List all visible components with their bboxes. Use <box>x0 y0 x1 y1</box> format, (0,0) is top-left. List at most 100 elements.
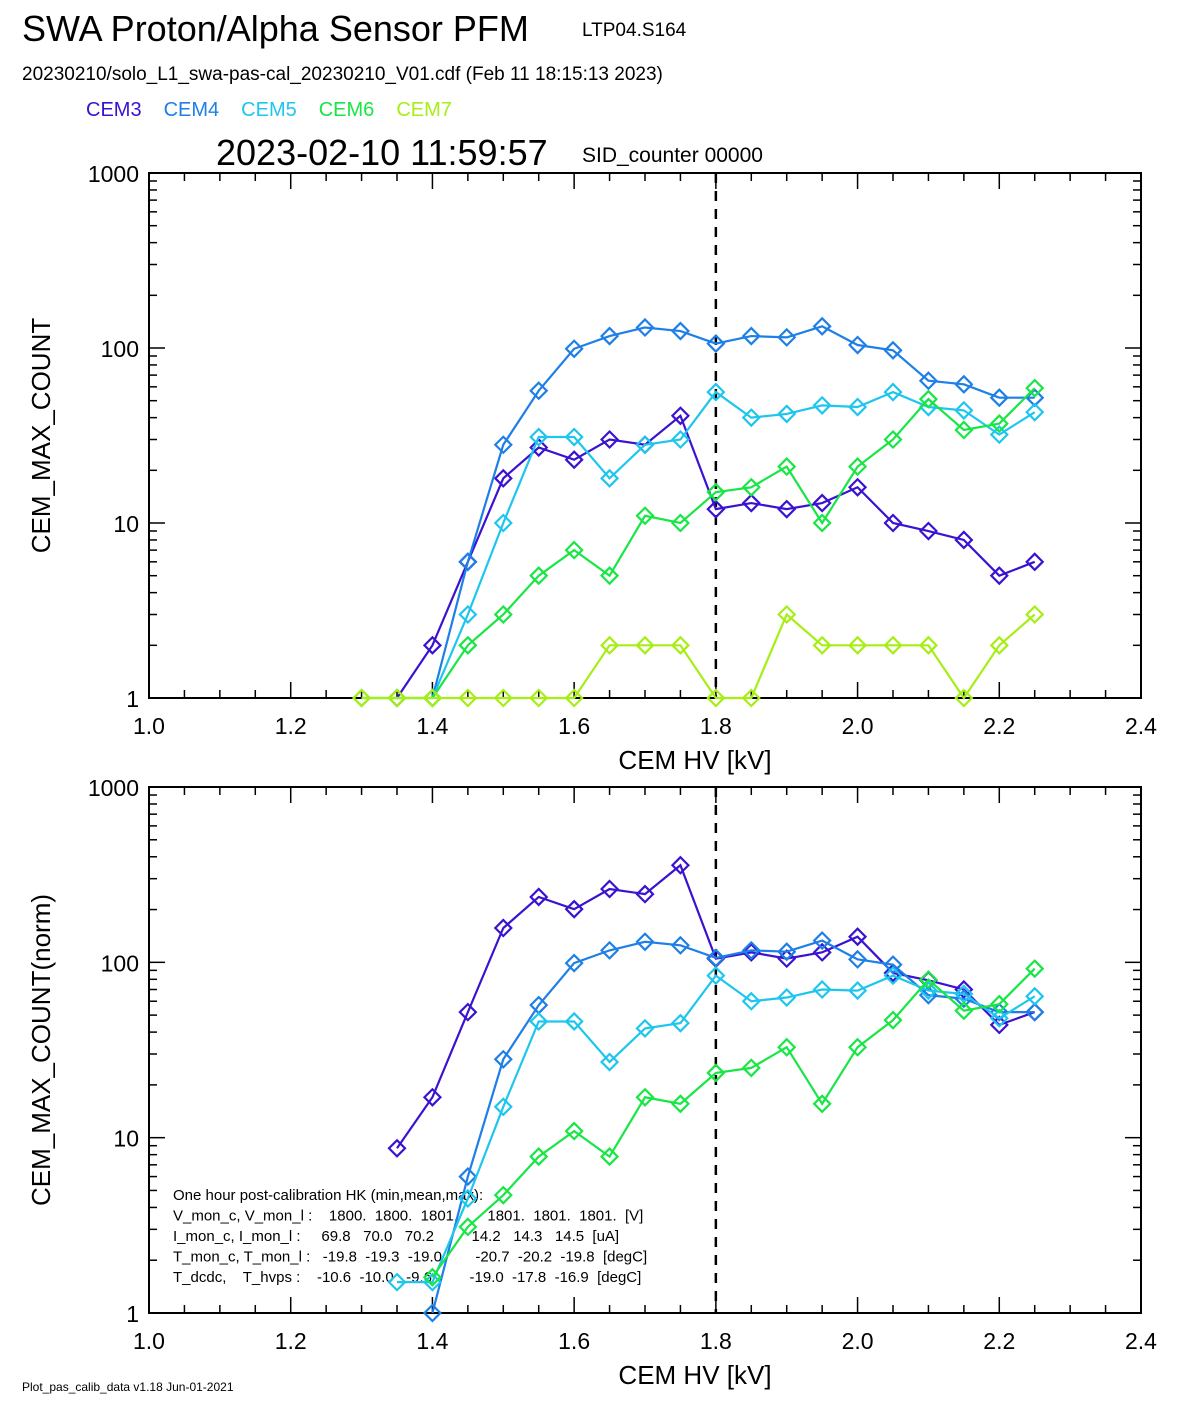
data-point-cem5 <box>1025 986 1045 1006</box>
x-tick-label: 1.6 <box>558 713 590 739</box>
data-point-cem3 <box>493 468 513 488</box>
y-axis-title: CEM_MAX_COUNT(norm) <box>26 894 56 1206</box>
data-point-cem3 <box>989 566 1009 586</box>
data-point-cem3 <box>635 884 655 904</box>
legend-item-cem3: CEM3 <box>86 99 142 121</box>
chart-1: 1.0 1.2 1.4 1.6 1.8 2.0 2.2 2.4 1 10 100 1000 CEM HV… <box>26 161 1157 775</box>
data-point-cem4 <box>918 371 938 391</box>
data-point-cem7 <box>706 688 726 708</box>
data-point-cem6 <box>458 1217 478 1237</box>
data-point-cem7 <box>422 688 442 708</box>
data-point-cem4 <box>635 317 655 338</box>
data-point-cem5 <box>564 1011 584 1032</box>
data-point-cem4 <box>883 340 903 360</box>
data-point-cem5 <box>812 395 832 415</box>
data-point-cem3 <box>954 979 974 1000</box>
data-point-cem5 <box>1025 402 1045 422</box>
data-point-cem5 <box>670 1013 690 1033</box>
data-point-cem4 <box>564 339 584 359</box>
data-point-cem5 <box>706 966 726 986</box>
footer-version: Plot_pas_calib_data v1.18 Jun-01-2021 <box>22 1380 234 1394</box>
x-tick-label: 2.0 <box>842 713 874 739</box>
data-point-cem7 <box>600 635 620 655</box>
data-point-cem5 <box>458 1188 478 1209</box>
x-tick-label: 2.4 <box>1125 1328 1157 1354</box>
data-point-cem6 <box>777 457 797 477</box>
data-point-cem4 <box>564 953 584 973</box>
data-point-cem7 <box>458 688 478 708</box>
data-point-cem6 <box>493 1185 513 1205</box>
data-point-cem4 <box>529 381 549 401</box>
data-point-cem6 <box>989 994 1009 1014</box>
data-point-cem6 <box>1025 959 1045 979</box>
series-line-cem5 <box>431 390 1036 699</box>
data-point-cem3 <box>706 499 726 519</box>
data-point-cem6 <box>883 1010 903 1030</box>
data-point-cem3 <box>670 855 690 875</box>
x-tick-label: 2.2 <box>983 1328 1015 1354</box>
y-tick-label: 1 <box>126 686 139 712</box>
data-point-cem3 <box>422 1087 442 1107</box>
data-point-cem6 <box>670 1094 690 1114</box>
data-point-cem7 <box>387 688 407 708</box>
data-point-cem3 <box>777 499 797 519</box>
x-tick-label: 2.2 <box>983 713 1015 739</box>
y-tick-label: 10 <box>113 511 139 537</box>
data-point-cem4 <box>848 949 868 969</box>
data-point-cem5 <box>777 987 797 1008</box>
data-point-cem4 <box>741 940 761 960</box>
legend-item-cem5: CEM5 <box>241 99 297 121</box>
data-point-cem7 <box>848 635 868 655</box>
data-point-cem7 <box>954 688 974 708</box>
data-point-cem6 <box>493 604 513 625</box>
x-tick-label: 1.0 <box>133 1328 165 1354</box>
data-point-cem5 <box>848 981 868 1001</box>
data-point-cem3 <box>564 899 584 919</box>
x-tick-label: 1.2 <box>275 1328 307 1354</box>
data-point-cem3 <box>529 887 549 907</box>
data-point-cem5 <box>529 1011 549 1032</box>
data-point-cem6 <box>848 457 868 477</box>
data-point-cem6 <box>812 1094 832 1114</box>
data-point-cem4 <box>954 374 974 394</box>
x-tick-label: 1.8 <box>700 1328 732 1354</box>
data-point-cem5 <box>493 513 513 533</box>
data-point-cem6 <box>812 513 832 533</box>
data-point-cem5 <box>848 397 868 417</box>
data-point-cem3 <box>600 429 620 450</box>
data-point-cem6 <box>918 389 938 409</box>
data-point-cem3 <box>741 493 761 513</box>
data-point-cem4 <box>1025 1002 1045 1022</box>
data-point-cem7 <box>918 635 938 655</box>
data-point-cem6 <box>918 970 938 990</box>
data-point-cem5 <box>600 468 620 488</box>
data-point-cem6 <box>600 1147 620 1167</box>
data-point-cem6 <box>741 477 761 497</box>
data-point-cem4 <box>600 940 620 960</box>
hk-annotation-line: T_dcdc, T_hvps : -10.6 -10.0 -9.6 -19.0 … <box>173 1269 641 1286</box>
data-point-cem5 <box>458 604 478 625</box>
legend-item-cem6: CEM6 <box>318 99 375 121</box>
data-point-cem6 <box>564 1121 584 1141</box>
data-point-cem6 <box>954 420 974 440</box>
y-tick-label: 1 <box>126 1301 139 1327</box>
y-tick-label: 1000 <box>88 775 139 801</box>
data-point-cem5 <box>670 429 690 450</box>
run-id: LTP04.S164 <box>582 20 687 41</box>
data-point-cem6 <box>954 1001 974 1021</box>
data-point-cem7 <box>564 688 584 708</box>
y-tick-label: 100 <box>101 950 139 976</box>
data-point-cem4 <box>670 321 690 341</box>
data-point-cem6 <box>883 429 903 450</box>
series-line-cem3 <box>396 413 1036 699</box>
data-point-cem6 <box>741 1058 761 1078</box>
data-point-cem6 <box>422 1267 442 1287</box>
data-point-cem5 <box>989 1008 1009 1028</box>
data-point-cem5 <box>635 1018 655 1038</box>
data-point-cem3 <box>600 879 620 899</box>
data-point-cem6 <box>706 482 726 502</box>
data-point-cem3 <box>493 918 513 938</box>
data-point-cem5 <box>529 427 549 447</box>
data-point-cem4 <box>600 326 620 346</box>
data-point-cem3 <box>670 406 690 426</box>
